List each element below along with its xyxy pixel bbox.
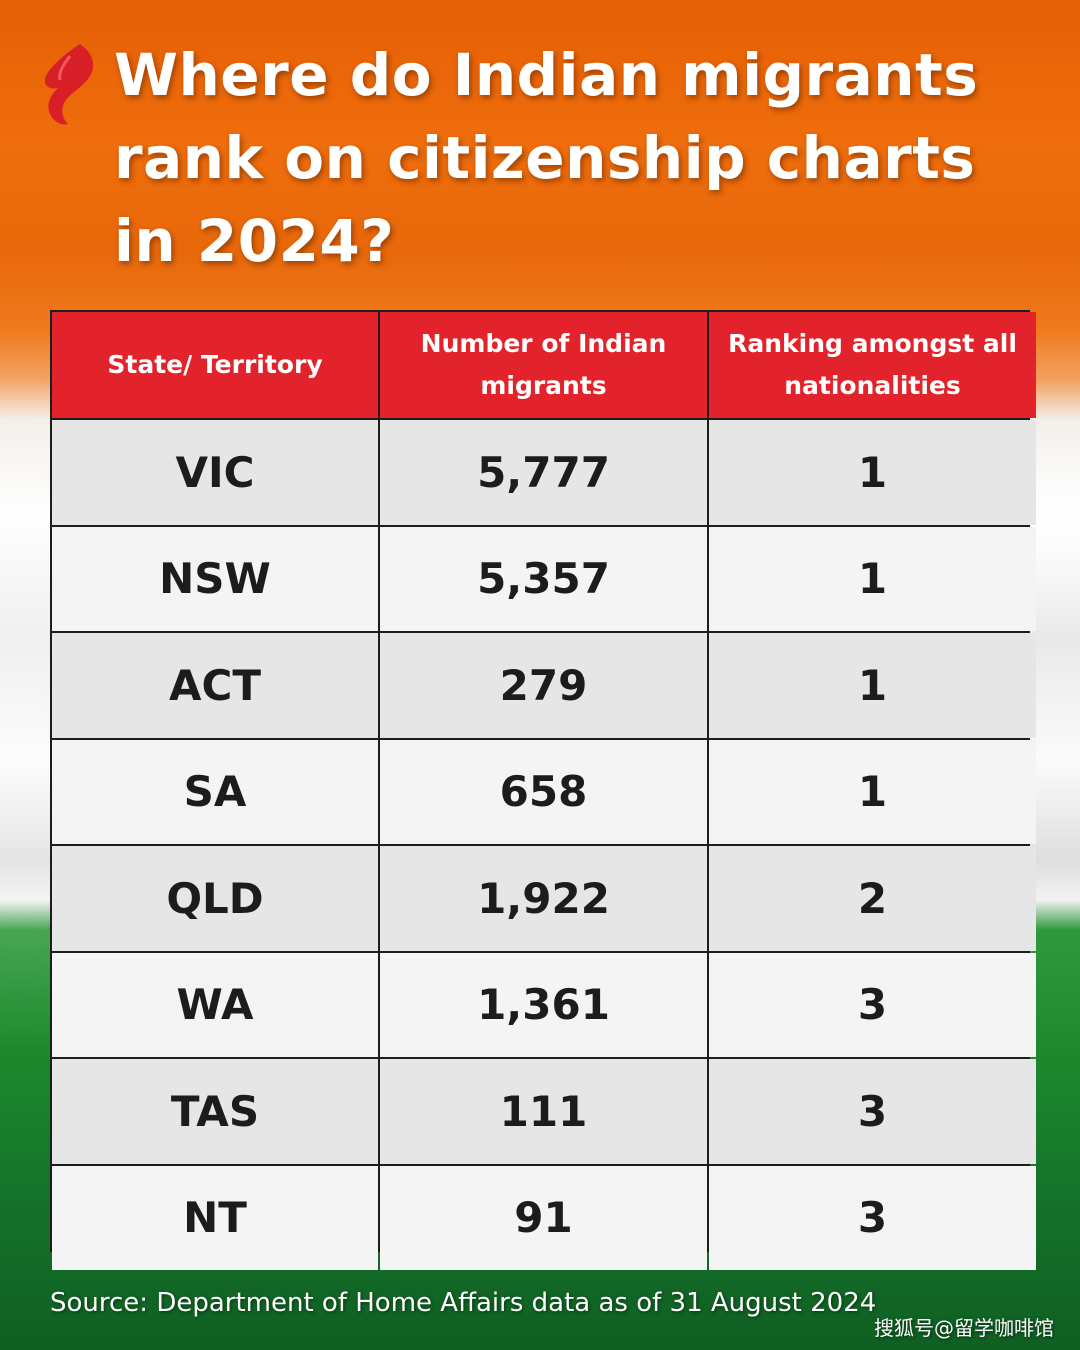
cell-number: 1,361	[380, 952, 707, 1057]
header-state: State/ Territory	[52, 312, 378, 418]
page-title: Where do Indian migrants rank on citizen…	[114, 41, 979, 275]
cell-ranking: 1	[709, 420, 1036, 525]
cell-number: 279	[380, 633, 707, 738]
cell-state: ACT	[52, 633, 378, 738]
sbs-logo-icon	[44, 44, 94, 125]
cell-state: NSW	[52, 526, 378, 631]
cell-number: 5,357	[380, 526, 707, 631]
cell-ranking: 3	[709, 1165, 1036, 1270]
cell-ranking: 3	[709, 952, 1036, 1057]
cell-state: SA	[52, 739, 378, 844]
cell-number: 1,922	[380, 846, 707, 951]
source-note: Source: Department of Home Affairs data …	[50, 1288, 877, 1318]
cell-ranking: 1	[709, 526, 1036, 631]
cell-number: 111	[380, 1059, 707, 1164]
cell-state: QLD	[52, 846, 378, 951]
cell-ranking: 1	[709, 739, 1036, 844]
data-table: State/ Territory Number of Indian migran…	[50, 310, 1036, 1270]
cell-state: WA	[52, 952, 378, 1057]
header-number: Number of Indian migrants	[380, 312, 707, 418]
header-ranking: Ranking amongst all nationalities	[709, 312, 1036, 418]
cell-number: 91	[380, 1165, 707, 1270]
watermark: 搜狐号@留学咖啡馆	[874, 1316, 1054, 1340]
cell-ranking: 2	[709, 846, 1036, 951]
cell-state: TAS	[52, 1059, 378, 1164]
cell-ranking: 1	[709, 633, 1036, 738]
cell-number: 5,777	[380, 420, 707, 525]
cell-number: 658	[380, 739, 707, 844]
cell-ranking: 3	[709, 1059, 1036, 1164]
cell-state: VIC	[52, 420, 378, 525]
cell-state: NT	[52, 1165, 378, 1270]
